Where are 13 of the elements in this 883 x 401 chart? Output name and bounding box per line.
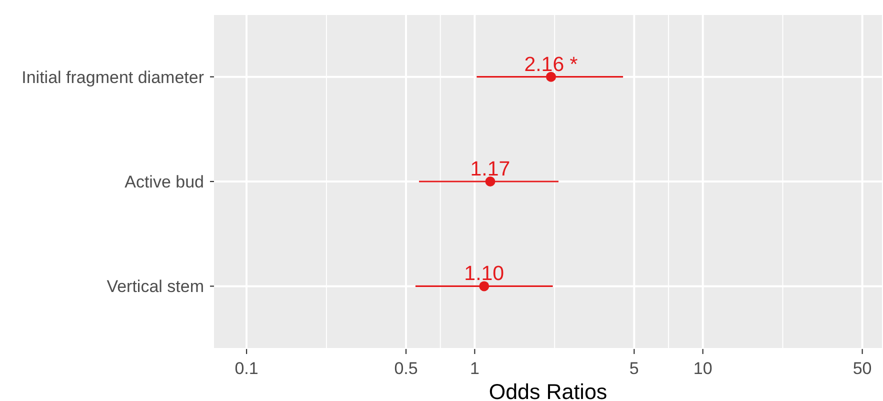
data-label: 1.17 bbox=[470, 158, 510, 180]
data-label: 2.16 * bbox=[524, 52, 578, 76]
y-tick-label: Active bud bbox=[124, 172, 204, 192]
y-tick-label: Initial fragment diameter bbox=[22, 68, 204, 87]
x-tick-label: 10 bbox=[693, 359, 712, 378]
x-tick-label: 0.5 bbox=[394, 359, 418, 378]
x-tick-label: 0.1 bbox=[234, 359, 258, 378]
x-axis-title: Odds Ratios bbox=[488, 380, 608, 401]
x-tick-label: 5 bbox=[629, 359, 639, 378]
data-label: 1.10 bbox=[464, 262, 504, 286]
x-tick-label: 1 bbox=[470, 359, 480, 378]
x-tick-label: 50 bbox=[852, 359, 872, 378]
y-tick-label: Vertical stem bbox=[106, 277, 204, 296]
